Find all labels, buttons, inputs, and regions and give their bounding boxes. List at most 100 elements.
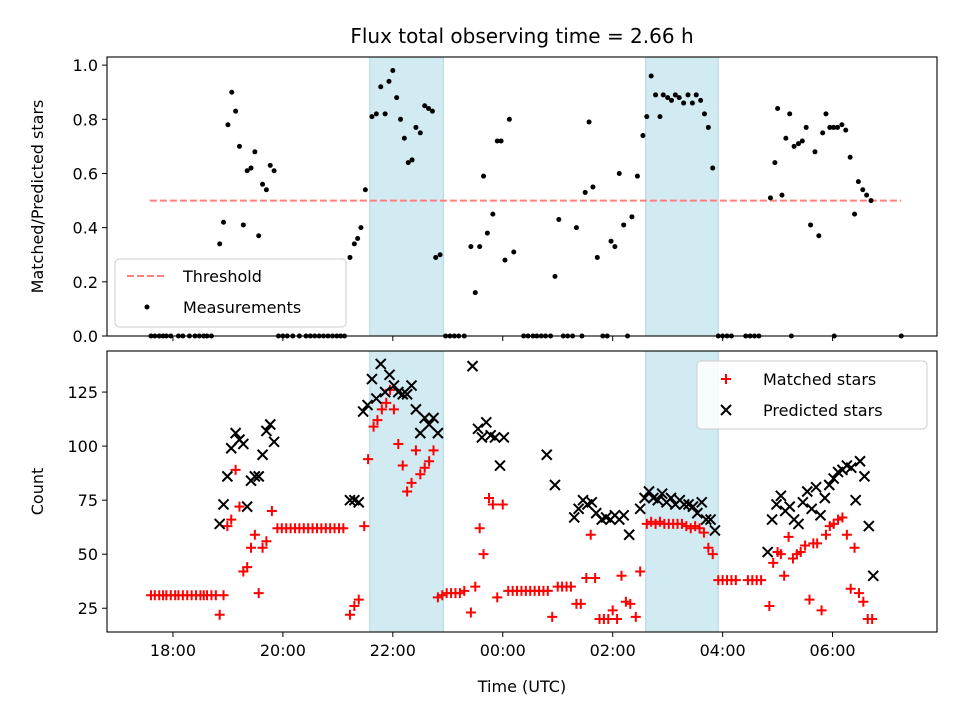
measurement-point: [433, 254, 439, 260]
measurement-point: [868, 198, 874, 204]
measurement-point: [422, 103, 428, 109]
predicted-star-marker: [568, 511, 580, 524]
measurement-point: [244, 168, 250, 174]
measurement-point: [705, 124, 711, 130]
legend-measurement-swatch: [144, 304, 150, 310]
matched-star-marker: [222, 521, 233, 532]
matched-star-marker: [837, 512, 848, 523]
bottom-panel: 25 50 75 100 125 18:00 20:00 22:00 00:00 02:00 04:…: [28, 350, 938, 660]
top-y-tick-label: 0.8: [73, 110, 98, 129]
measurement-point: [608, 238, 614, 244]
top-y-tick-label: 0.4: [73, 219, 98, 238]
predicted-star-marker: [617, 509, 630, 521]
bottom-y-tick-label: 50: [78, 545, 98, 564]
measurement-point: [864, 192, 870, 198]
matched-star-marker: [779, 570, 790, 581]
matched-star-marker: [625, 598, 636, 609]
measurement-point: [351, 241, 357, 247]
measurement-point: [847, 154, 853, 160]
measurement-point: [236, 143, 242, 149]
measurement-point: [669, 97, 675, 103]
top-highlight-span-0: [369, 57, 444, 336]
matched-star-marker: [492, 592, 503, 603]
top-y-tick-label: 0.0: [73, 327, 98, 346]
matched-star-marker: [650, 518, 661, 529]
matched-star-marker: [812, 538, 823, 549]
measurement-point: [378, 84, 384, 90]
measurement-point: [490, 211, 496, 217]
measurement-point: [398, 116, 404, 122]
measurement-point: [808, 222, 814, 228]
measurement-point: [616, 170, 622, 176]
matched-star-marker: [415, 469, 426, 480]
matched-star-marker: [612, 614, 623, 625]
predicted-star-marker: [466, 360, 479, 372]
predicted-star-marker: [797, 496, 809, 509]
matched-star-marker: [764, 601, 775, 612]
bottom-y-axis-label: Count: [28, 468, 47, 516]
matched-star-marker: [607, 605, 618, 616]
bottom-series-0: [145, 384, 878, 625]
predicted-star-marker: [687, 500, 699, 513]
matched-star-marker: [393, 438, 404, 449]
matched-star-marker: [470, 581, 481, 592]
predicted-star-marker: [498, 431, 510, 444]
predicted-star-marker: [549, 479, 561, 491]
top-panel: 0.0 0.2 0.4 0.6 0.8 1.0 Matched/Predicted star…: [28, 56, 938, 346]
predicted-star-marker: [709, 524, 721, 537]
measurement-point: [803, 124, 809, 130]
measurement-point: [229, 89, 235, 95]
matched-star-marker: [849, 542, 860, 553]
predicted-star-marker: [225, 442, 237, 454]
bottom-y-tick-label: 125: [67, 383, 98, 402]
measurement-point: [594, 254, 600, 260]
predicted-star-marker: [432, 427, 444, 439]
predicted-star-marker: [849, 494, 862, 506]
top-legend-box: [114, 258, 347, 328]
predicted-star-marker: [375, 358, 387, 370]
measurement-point: [852, 211, 858, 217]
predicted-star-marker: [770, 498, 783, 511]
predicted-star-marker: [489, 431, 501, 444]
predicted-star-marker: [854, 455, 866, 467]
measurement-point: [689, 100, 695, 106]
predicted-star-marker: [397, 388, 409, 400]
predicted-star-marker: [696, 496, 708, 509]
measurement-point: [779, 192, 785, 198]
matched-star-marker: [478, 549, 489, 560]
measurement-point: [390, 68, 396, 74]
predicted-star-marker: [217, 498, 230, 511]
measurement-point: [502, 257, 508, 263]
matched-star-marker: [542, 585, 553, 596]
predicted-star-marker: [264, 418, 276, 431]
predicted-star-marker: [357, 405, 369, 418]
predicted-star-marker: [783, 500, 796, 513]
measurement-point: [791, 143, 797, 149]
matched-star-marker: [565, 581, 576, 592]
measurement-point: [511, 249, 517, 255]
matched-star-marker: [397, 460, 408, 471]
measurement-point: [795, 141, 801, 147]
matched-star-marker: [249, 529, 260, 540]
predicted-star-marker: [249, 470, 261, 483]
predicted-star-marker: [405, 379, 418, 392]
matched-star-marker: [402, 486, 413, 497]
predicted-star-marker: [268, 436, 280, 448]
predicted-star-marker: [819, 492, 831, 504]
predicted-star-marker: [827, 472, 840, 485]
measurement-point: [233, 108, 239, 114]
measurement-point: [252, 149, 258, 155]
matched-star-marker: [858, 596, 869, 607]
measurement-point: [590, 184, 596, 190]
measurement-point: [468, 244, 474, 250]
measurement-point: [267, 162, 273, 168]
predicted-star-marker: [383, 369, 396, 381]
top-y-tick-label: 0.2: [73, 273, 98, 292]
matched-star-marker: [804, 594, 815, 605]
measurement-point: [621, 222, 627, 228]
predicted-star-marker: [704, 513, 717, 526]
matched-star-marker: [359, 521, 370, 532]
predicted-star-marker: [792, 518, 805, 530]
predicted-star-marker: [656, 487, 668, 500]
